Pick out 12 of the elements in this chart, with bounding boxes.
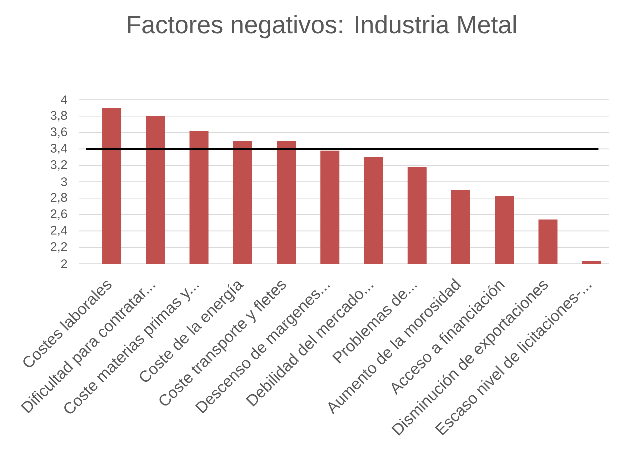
y-tick-label: 2,2 — [51, 242, 68, 253]
y-tick-label: 3 — [61, 178, 68, 186]
y-tick-label: 4 — [61, 96, 68, 104]
y-tick-label: 2,6 — [51, 210, 68, 220]
y-tick-label: 2,4 — [51, 226, 68, 236]
y-tick-label: 3,8 — [50, 111, 68, 122]
y-tick-label: 3,6 — [50, 128, 68, 138]
chart-title: Factores negativos: Industria Metal — [128, 15, 516, 39]
y-tick-label: 3,2 — [50, 160, 68, 171]
y-tick-label: 2,8 — [51, 193, 68, 204]
y-tick-label: 3,4 — [50, 144, 68, 154]
y-tick-label: 2 — [61, 260, 68, 268]
